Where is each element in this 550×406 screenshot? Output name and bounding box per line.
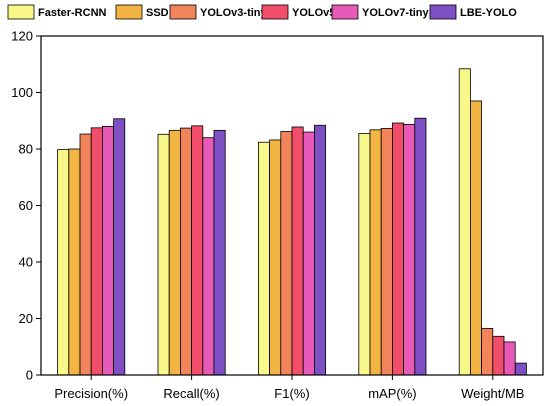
bar-yolov5 [191,125,204,376]
bar-yolov3-tiny [280,131,293,376]
bar-faster-rcnn [358,133,371,376]
bar-lbe-yolo [514,362,527,376]
x-tick-label: Precision(%) [54,386,128,401]
legend-label: SSD [146,7,169,19]
bar-ssd [469,100,482,376]
bar-faster-rcnn [57,149,70,376]
y-tick-label: 100 [11,85,33,100]
legend-label: YOLOv7-tiny [362,7,430,19]
bar-yolov7-tiny [503,341,516,376]
bar-ssd [68,148,81,376]
bar-yolov7-tiny [202,137,215,376]
bar-yolov5 [291,126,304,376]
legend-swatch [115,4,143,20]
bar-yolov3-tiny [481,327,494,376]
bar-yolov7-tiny [302,131,315,376]
bar-yolov5 [391,122,404,376]
bar-yolov5 [90,127,103,376]
bar-yolov5 [492,335,505,376]
bar-faster-rcnn [458,68,471,376]
x-tick-label: F1(%) [274,386,309,401]
bar-yolov7-tiny [403,124,416,376]
bar-yolov3-tiny [79,133,92,376]
bar-lbe-yolo [113,118,126,376]
bar-faster-rcnn [157,133,170,376]
y-tick-label: 80 [19,142,33,157]
legend-swatch [261,4,289,20]
y-tick-label: 60 [19,198,33,213]
x-axis-ticks: Precision(%) Recall(%) F1(%) mAP(%) Weight/M… [54,375,524,401]
y-tick-label: 40 [19,255,33,270]
legend-swatch [429,4,457,20]
bar-yolov7-tiny [102,126,115,376]
legend-label: YOLOv3-tiny [200,7,268,19]
bar-ssd [168,129,181,376]
bar-yolov3-tiny [380,127,393,376]
legend-swatch [169,4,197,20]
legend-swatch [331,4,359,20]
y-tick-label: 0 [26,368,33,383]
legend-label: LBE-YOLO [460,7,517,19]
bar-lbe-yolo [213,129,226,376]
x-tick-label: Recall(%) [163,386,219,401]
bar-ssd [369,129,382,376]
legend-swatch [7,4,35,20]
bar-lbe-yolo [414,117,427,376]
bar-faster-rcnn [257,141,270,376]
legend: Faster-RCNN SSD YOLOv3-tiny YOLOv5 YOLOv7-ti… [7,4,517,20]
y-tick-label: 20 [19,311,33,326]
plot-frame [40,35,544,376]
y-tick-label: 120 [11,29,33,44]
x-tick-label: Weight/MB [461,386,524,401]
legend-label: YOLOv5 [292,7,335,19]
bar-yolov3-tiny [179,127,192,376]
x-tick-label: mAP(%) [368,386,416,401]
bars [57,68,527,376]
y-axis-ticks: 0 20 40 60 80 100 120 [11,29,41,383]
bar-lbe-yolo [313,124,326,376]
legend-label: Faster-RCNN [38,7,107,19]
bar-ssd [269,139,282,376]
